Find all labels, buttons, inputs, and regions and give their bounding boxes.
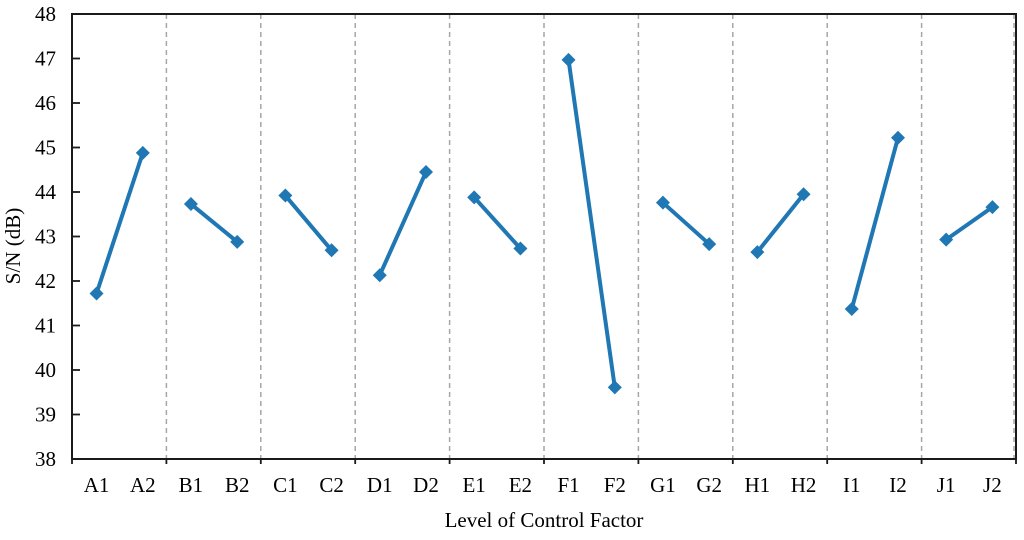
- svg-text:D1: D1: [367, 473, 393, 497]
- svg-text:A1: A1: [84, 473, 110, 497]
- svg-text:H1: H1: [745, 473, 771, 497]
- svg-text:38: 38: [35, 447, 56, 471]
- svg-text:D2: D2: [413, 473, 439, 497]
- plot-area: 38 39 40 41 42 43 44 45 46 47 48 A1 A2 B1 B2 C1 C2 D1 D2 E1…: [35, 2, 1017, 497]
- svg-text:G1: G1: [650, 473, 676, 497]
- svg-text:43: 43: [35, 225, 56, 249]
- svg-text:C2: C2: [319, 473, 344, 497]
- svg-text:E1: E1: [462, 473, 485, 497]
- svg-text:G2: G2: [696, 473, 722, 497]
- svg-text:44: 44: [35, 180, 57, 204]
- x-axis-title: Level of Control Factor: [445, 508, 644, 532]
- svg-text:46: 46: [35, 91, 56, 115]
- svg-text:C1: C1: [273, 473, 298, 497]
- svg-text:41: 41: [35, 314, 56, 338]
- svg-text:A2: A2: [130, 473, 156, 497]
- svg-text:47: 47: [35, 47, 56, 71]
- svg-text:H2: H2: [791, 473, 817, 497]
- svg-text:48: 48: [35, 2, 56, 26]
- svg-text:F1: F1: [557, 473, 579, 497]
- svg-text:J2: J2: [983, 473, 1002, 497]
- y-axis-title: S/N (dB): [1, 208, 25, 284]
- svg-text:B1: B1: [179, 473, 204, 497]
- svg-text:40: 40: [35, 358, 56, 382]
- svg-text:B2: B2: [225, 473, 250, 497]
- svg-text:F2: F2: [604, 473, 626, 497]
- svg-text:42: 42: [35, 269, 56, 293]
- svg-text:39: 39: [35, 403, 56, 427]
- svg-text:I1: I1: [843, 473, 861, 497]
- svg-text:E2: E2: [509, 473, 532, 497]
- svg-text:J1: J1: [937, 473, 956, 497]
- svg-text:I2: I2: [889, 473, 907, 497]
- svg-text:45: 45: [35, 136, 56, 160]
